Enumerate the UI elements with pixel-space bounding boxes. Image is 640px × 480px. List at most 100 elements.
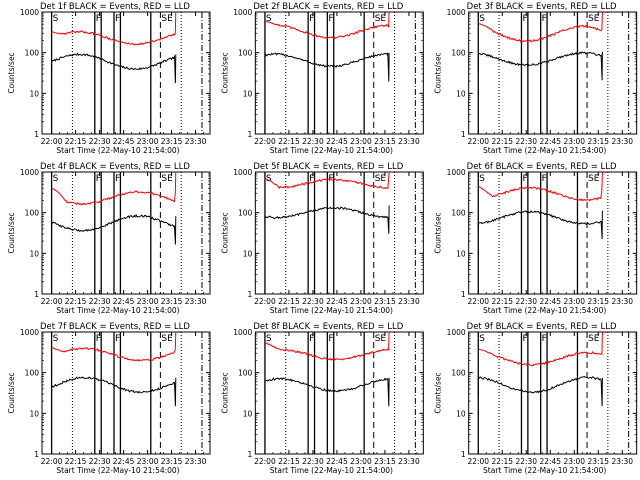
x-tick-label: 22:45 — [539, 137, 561, 146]
event-marker-label: F — [522, 14, 527, 24]
y-tick-label: 1 — [34, 130, 39, 139]
plot-frame — [468, 11, 638, 135]
event-marker-label: S — [53, 14, 59, 24]
chart-panel-1: Det 1f BLACK = Events, RED = LLD 1 10 100 10… — [7, 2, 211, 155]
x-tick-label: 23:00 — [350, 137, 372, 146]
x-tick-label: 23:00 — [350, 297, 372, 306]
chart-title: Det 7f BLACK = Events, RED = LLD — [40, 322, 190, 332]
y-tick-label: 100 — [25, 209, 40, 218]
y-tick-label: 10 — [243, 409, 253, 418]
x-tick-label: 23:15 — [161, 457, 183, 466]
x-tick-label: 23:15 — [374, 457, 396, 466]
plot-frame — [468, 331, 638, 455]
x-tick-label: 23:30 — [611, 457, 633, 466]
y-axis-label: Counts/sec — [434, 372, 443, 413]
chart-panel-5: Det 5f BLACK = Events, RED = LLD 1 10 100 10… — [220, 162, 424, 315]
events-series-line — [51, 213, 177, 245]
plot-frame — [468, 171, 638, 295]
event-marker-label: S — [266, 174, 272, 184]
y-tick-label: 100 — [451, 369, 466, 378]
y-tick-label: 1000 — [233, 8, 252, 17]
y-tick-label: 1 — [461, 290, 466, 299]
x-axis-label: Start Time (22-May-10 21:54:00) — [270, 466, 393, 475]
event-marker-label: F — [542, 334, 547, 344]
y-tick-label: 1 — [248, 450, 253, 459]
event-marker-label: SE — [375, 14, 387, 24]
x-tick-label: 23:30 — [185, 457, 207, 466]
event-marker-label: SE — [161, 174, 173, 184]
y-tick-label: 10 — [243, 89, 253, 98]
plot-frame — [41, 331, 211, 455]
plot-frame — [254, 11, 424, 135]
lld-series-line — [478, 171, 603, 202]
x-tick-label: 22:30 — [302, 457, 324, 466]
event-marker-label: F — [522, 334, 527, 344]
y-axis-label: Counts/sec — [220, 372, 229, 413]
events-series-line — [51, 52, 177, 84]
x-tick-label: 23:00 — [137, 457, 159, 466]
x-tick-label: 22:15 — [491, 137, 513, 146]
x-tick-label: 22:30 — [89, 137, 111, 146]
y-axis-label: Counts/sec — [7, 372, 16, 413]
plot-frame — [41, 11, 211, 135]
y-tick-label: 10 — [29, 89, 39, 98]
event-marker-label: SE — [588, 334, 600, 344]
y-tick-label: 1000 — [233, 328, 252, 337]
x-axis-label: Start Time (22-May-10 21:54:00) — [270, 306, 393, 315]
x-tick-label: 22:00 — [467, 297, 489, 306]
x-tick-label: 23:00 — [137, 137, 159, 146]
y-tick-label: 1 — [248, 130, 253, 139]
y-axis-label: Counts/sec — [220, 212, 229, 253]
event-marker-label: F — [542, 174, 547, 184]
y-axis-label: Counts/sec — [434, 212, 443, 253]
x-tick-label: 23:00 — [137, 297, 159, 306]
event-marker-label: S — [479, 14, 485, 24]
x-tick-label: 22:45 — [113, 457, 135, 466]
x-tick-label: 23:00 — [563, 297, 585, 306]
chart-title: Det 4f BLACK = Events, RED = LLD — [40, 162, 190, 172]
x-tick-label: 23:30 — [398, 457, 420, 466]
x-tick-label: 22:15 — [491, 457, 513, 466]
event-marker-label: S — [266, 334, 272, 344]
x-axis-label: Start Time (22-May-10 21:54:00) — [483, 466, 606, 475]
chart-panel-4: Det 4f BLACK = Events, RED = LLD 1 10 100 10… — [7, 162, 211, 315]
event-marker-label: S — [266, 14, 272, 24]
y-tick-label: 100 — [25, 49, 40, 58]
x-tick-label: 22:00 — [41, 297, 63, 306]
x-tick-label: 22:45 — [113, 297, 135, 306]
y-tick-label: 100 — [451, 49, 466, 58]
x-tick-label: 22:15 — [65, 137, 87, 146]
x-tick-label: 22:45 — [326, 297, 348, 306]
x-tick-label: 22:45 — [539, 457, 561, 466]
x-tick-label: 23:30 — [185, 297, 207, 306]
lld-series-line — [264, 171, 390, 190]
y-tick-label: 1000 — [20, 328, 39, 337]
y-tick-label: 100 — [238, 209, 253, 218]
x-axis-label: Start Time (22-May-10 21:54:00) — [56, 146, 179, 155]
y-axis-label: Counts/sec — [434, 52, 443, 93]
y-tick-label: 10 — [243, 249, 253, 258]
x-tick-label: 23:30 — [398, 137, 420, 146]
x-tick-label: 22:00 — [41, 457, 63, 466]
events-series-line — [264, 51, 390, 82]
event-marker-label: F — [115, 174, 120, 184]
chart-panel-2: Det 2f BLACK = Events, RED = LLD 1 10 100 10… — [220, 2, 424, 155]
x-tick-label: 23:30 — [611, 297, 633, 306]
x-tick-label: 22:30 — [515, 297, 537, 306]
y-tick-label: 10 — [456, 409, 466, 418]
lld-series-line — [51, 171, 177, 206]
event-marker-label: F — [115, 14, 120, 24]
chart-panel-7: Det 7f BLACK = Events, RED = LLD 1 10 100 10… — [7, 322, 211, 475]
x-tick-label: 22:00 — [254, 297, 276, 306]
x-axis-label: Start Time (22-May-10 21:54:00) — [56, 306, 179, 315]
x-tick-label: 23:15 — [587, 457, 609, 466]
plot-frame — [254, 171, 424, 295]
x-axis-label: Start Time (22-May-10 21:54:00) — [56, 466, 179, 475]
events-series-line — [264, 377, 390, 407]
x-tick-label: 22:30 — [515, 457, 537, 466]
y-tick-label: 10 — [29, 409, 39, 418]
chart-panel-9: Det 9f BLACK = Events, RED = LLD 1 10 100 10… — [434, 322, 638, 475]
x-tick-label: 23:00 — [563, 137, 585, 146]
event-marker-label: S — [53, 334, 59, 344]
event-marker-label: F — [542, 14, 547, 24]
